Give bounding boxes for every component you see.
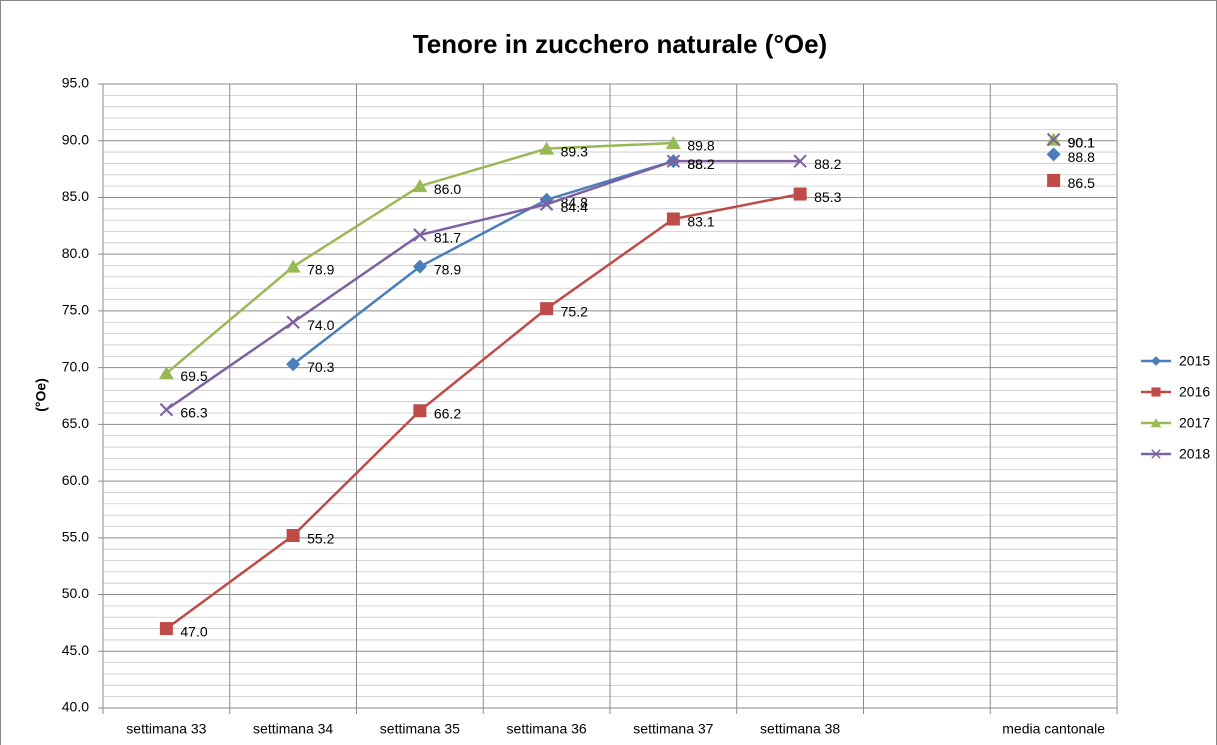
- marker: [665, 135, 681, 149]
- data-label: 55.2: [307, 530, 334, 546]
- marker: [412, 179, 428, 193]
- marker: [540, 302, 554, 316]
- y-tick-label: 85.0: [62, 188, 89, 204]
- legend-item: 2018: [1141, 446, 1210, 462]
- data-label: 81.7: [434, 230, 461, 246]
- data-label: 78.9: [434, 261, 461, 277]
- data-label: 88.2: [687, 156, 714, 172]
- chart-title: Tenore in zucchero naturale (°Oe): [413, 29, 827, 59]
- data-label: 83.1: [687, 214, 714, 230]
- data-label: 66.2: [434, 405, 461, 421]
- data-label: 66.3: [180, 404, 207, 420]
- data-label: 88.8: [1068, 149, 1095, 165]
- data-label: 90.1: [1068, 134, 1095, 150]
- marker: [286, 529, 300, 543]
- marker: [286, 357, 301, 372]
- legend-label: 2016: [1179, 384, 1210, 400]
- x-tick-label: settimana 36: [507, 721, 587, 737]
- marker: [793, 187, 807, 201]
- data-label: 85.3: [814, 189, 841, 205]
- data-label: 89.8: [687, 138, 714, 154]
- legend-marker: [1150, 418, 1162, 428]
- y-tick-label: 50.0: [62, 585, 89, 601]
- marker: [159, 622, 173, 636]
- y-tick-label: 95.0: [62, 75, 89, 91]
- x-tick-label: settimana 37: [633, 721, 713, 737]
- marker: [1046, 132, 1061, 147]
- y-tick-label: 90.0: [62, 131, 89, 147]
- data-label: 74.0: [307, 317, 334, 333]
- marker: [286, 315, 300, 329]
- y-tick-label: 65.0: [62, 415, 89, 431]
- y-tick-label: 40.0: [62, 699, 89, 715]
- x-tick-label: settimana 34: [253, 721, 333, 737]
- y-tick-label: 80.0: [62, 245, 89, 261]
- legend-item: 2017: [1141, 415, 1210, 431]
- data-label: 88.2: [814, 156, 841, 172]
- marker: [539, 197, 554, 211]
- data-label: 84.4: [561, 199, 588, 215]
- y-tick-label: 55.0: [62, 529, 89, 545]
- y-tick-label: 45.0: [62, 642, 89, 658]
- marker: [413, 228, 427, 242]
- x-tick-label: media cantonale: [1002, 721, 1105, 737]
- y-tick-label: 70.0: [62, 358, 89, 374]
- data-label: 86.0: [434, 181, 461, 197]
- x-tick-label: settimana 35: [380, 721, 460, 737]
- data-label: 78.9: [307, 261, 334, 277]
- y-tick-label: 75.0: [62, 302, 89, 318]
- legend-marker: [1151, 387, 1161, 397]
- data-label: 88.2: [687, 156, 714, 172]
- y-axis-label: (°Oe): [33, 378, 49, 412]
- marker: [412, 259, 427, 274]
- x-tick-label: settimana 33: [126, 721, 206, 737]
- marker: [1046, 147, 1061, 162]
- x-tick-label: settimana 38: [760, 721, 840, 737]
- series: 47.0 55.2 66.2 75.2 83.1 85.3 86.5: [159, 173, 1095, 639]
- marker: [285, 259, 301, 273]
- legend-label: 2015: [1179, 353, 1210, 369]
- y-tick-label: 60.0: [62, 472, 89, 488]
- legend-item: 2016: [1141, 384, 1210, 400]
- marker: [159, 402, 174, 417]
- marker: [1047, 173, 1061, 187]
- data-label: 90.1: [1068, 134, 1095, 150]
- legend-label: 2018: [1179, 446, 1210, 462]
- marker: [413, 404, 427, 418]
- marker: [666, 212, 680, 226]
- data-label: 70.3: [307, 359, 334, 375]
- data-label: 89.3: [561, 143, 588, 159]
- data-label: 47.0: [180, 623, 207, 639]
- data-label: 75.2: [561, 303, 588, 319]
- series: 66.3 74.0 81.7 84.4 88.2 88.2 90.1: [159, 132, 1095, 420]
- legend-label: 2017: [1179, 415, 1210, 431]
- marker: [539, 141, 555, 155]
- data-label: 86.5: [1068, 175, 1095, 191]
- marker: [666, 154, 681, 168]
- data-label: 69.5: [180, 368, 207, 384]
- legend-marker: [1151, 449, 1161, 459]
- marker: [793, 154, 807, 168]
- marker: [158, 366, 174, 380]
